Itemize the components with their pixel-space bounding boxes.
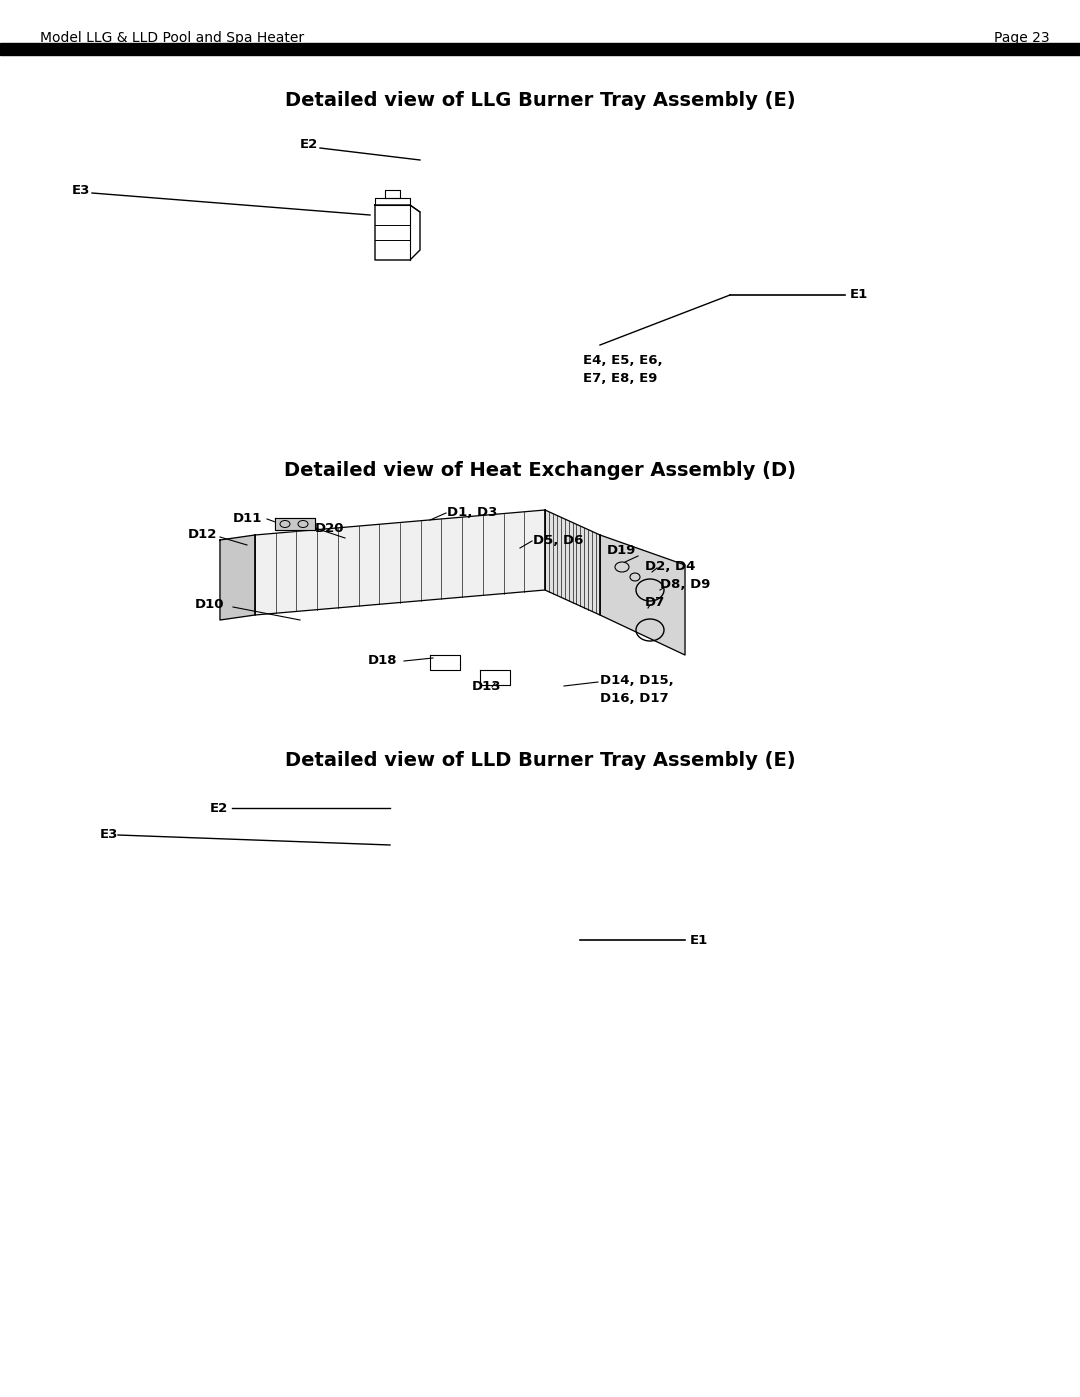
- Text: D14, D15,: D14, D15,: [600, 673, 674, 686]
- Text: D19: D19: [607, 543, 636, 556]
- Text: D12: D12: [188, 528, 217, 542]
- Text: D1, D3: D1, D3: [447, 506, 498, 518]
- Text: D8, D9: D8, D9: [660, 578, 711, 591]
- Text: Model LLG & LLD Pool and Spa Heater: Model LLG & LLD Pool and Spa Heater: [40, 31, 305, 45]
- Text: D18: D18: [368, 654, 397, 666]
- Text: D10: D10: [195, 598, 225, 612]
- Text: E1: E1: [850, 289, 868, 302]
- Polygon shape: [600, 535, 685, 655]
- Text: E3: E3: [72, 183, 91, 197]
- Text: D16, D17: D16, D17: [600, 692, 669, 704]
- Bar: [0, 43, 1080, 54]
- Text: D2, D4: D2, D4: [645, 560, 696, 574]
- Text: E4, E5, E6,: E4, E5, E6,: [583, 353, 663, 366]
- Polygon shape: [275, 518, 315, 529]
- Text: D7: D7: [645, 597, 665, 609]
- Text: D11: D11: [233, 511, 262, 524]
- Polygon shape: [255, 510, 545, 615]
- Text: Page 23: Page 23: [995, 31, 1050, 45]
- Text: Detailed view of LLG Burner Tray Assembly (E): Detailed view of LLG Burner Tray Assembl…: [285, 91, 795, 109]
- Text: E2: E2: [210, 802, 228, 814]
- Polygon shape: [220, 535, 255, 620]
- Text: E7, E8, E9: E7, E8, E9: [583, 372, 658, 384]
- Text: Detailed view of LLD Burner Tray Assembly (E): Detailed view of LLD Burner Tray Assembl…: [285, 750, 795, 770]
- Text: D20: D20: [315, 521, 345, 535]
- Text: E1: E1: [690, 933, 708, 947]
- Text: E2: E2: [300, 138, 319, 151]
- Polygon shape: [545, 510, 600, 615]
- Text: E3: E3: [100, 828, 119, 841]
- Text: Detailed view of Heat Exchanger Assembly (D): Detailed view of Heat Exchanger Assembly…: [284, 461, 796, 479]
- Text: D13: D13: [472, 680, 501, 693]
- Text: D5, D6: D5, D6: [534, 534, 583, 546]
